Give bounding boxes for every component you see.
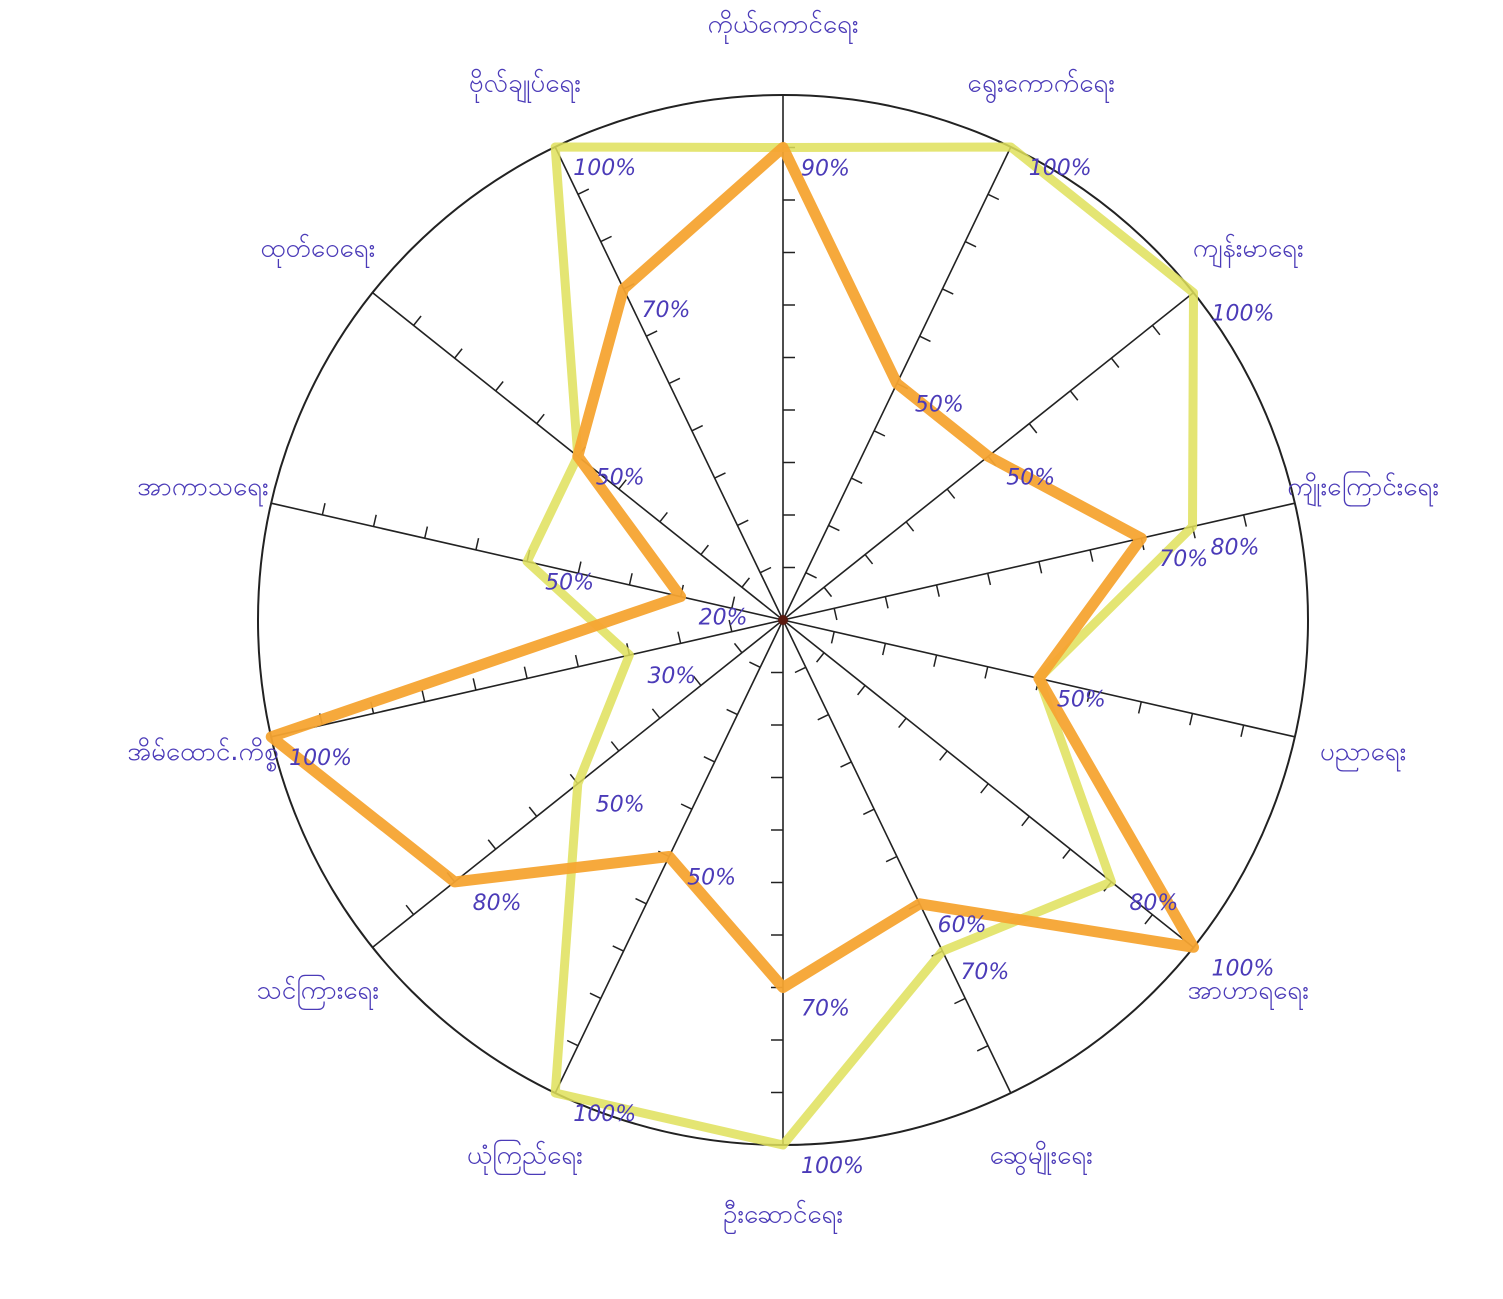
- value-label: 50%: [545, 571, 594, 596]
- value-label: 100%: [289, 746, 352, 771]
- category-label: ထုတ်ဝေရေး: [260, 233, 375, 269]
- background: [0, 0, 1503, 1295]
- value-label: 70%: [960, 960, 1009, 985]
- category-label: ဦးဆောင်ရေး: [723, 1199, 843, 1235]
- category-label: အိမ်ထောင်.ကိစ္စ: [127, 736, 279, 772]
- value-label: 50%: [1006, 465, 1055, 490]
- chart: ကိုယ်ကောင်ရေးရွေးကောက်ရေးကျန်းမာရေးကျိုး…: [0, 0, 1503, 1295]
- category-label: ယုံကြည်ရေး: [467, 1138, 583, 1176]
- value-label: 60%: [938, 913, 987, 938]
- value-label: 70%: [642, 298, 691, 323]
- value-label: 20%: [699, 606, 748, 631]
- value-label: 70%: [1159, 547, 1208, 572]
- value-label: 100%: [573, 156, 636, 181]
- category-label: ပညာရေး: [1320, 737, 1406, 772]
- value-label: 50%: [596, 793, 645, 818]
- value-label: 100%: [801, 1154, 864, 1179]
- category-label: ကျိုးကြောင်းရေး: [1287, 469, 1439, 507]
- category-label: သင်ကြားရေး: [257, 972, 379, 1010]
- value-label: 70%: [801, 997, 850, 1022]
- value-label: 80%: [1210, 536, 1259, 561]
- value-label: 100%: [1211, 956, 1274, 981]
- category-label: ရွေးကောက်ရေး: [967, 67, 1115, 103]
- category-label: ဗိုလ်ချုပ်ရေး: [469, 67, 581, 103]
- value-label: 80%: [473, 891, 522, 916]
- value-label: 100%: [573, 1102, 636, 1127]
- value-label: 100%: [1211, 302, 1274, 327]
- center-dot: [778, 615, 788, 625]
- value-label: 90%: [801, 157, 850, 182]
- value-label: 30%: [647, 664, 696, 689]
- category-label: ဆွေမျိုးရေး: [990, 1140, 1093, 1176]
- value-label: 50%: [596, 465, 645, 490]
- category-label: ကိုယ်ကောင်ရေး: [708, 9, 859, 45]
- category-label: ကျန်းမာရေး: [1193, 233, 1304, 269]
- value-label: 80%: [1129, 891, 1178, 916]
- value-label: 50%: [687, 866, 736, 891]
- category-label: အာကာသရေး: [137, 472, 268, 507]
- value-label: 50%: [1057, 687, 1106, 712]
- value-label: 50%: [915, 392, 964, 417]
- value-label: 100%: [1029, 156, 1092, 181]
